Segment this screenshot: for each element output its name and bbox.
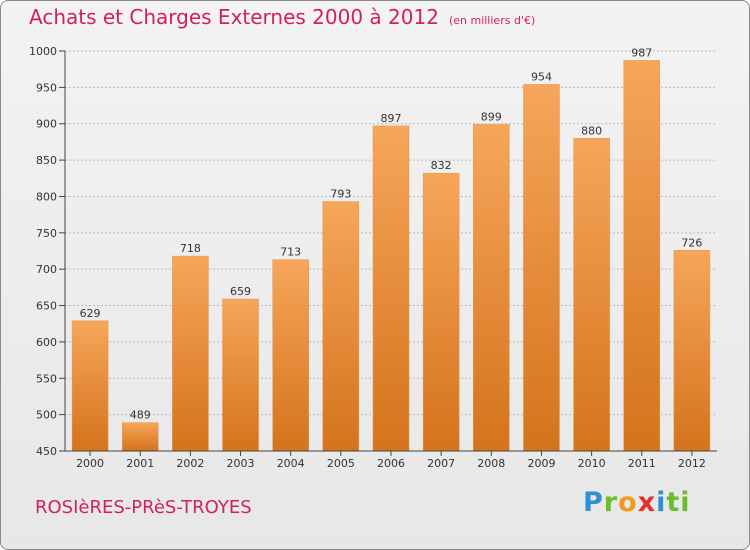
x-tick-label: 2012 <box>678 457 706 470</box>
axes: 450 500 550 600 650 700 750 800 850 900 950 1000 200… <box>29 45 717 470</box>
data-label: 899 <box>481 110 502 123</box>
chart-unit: (en milliers d'€) <box>448 14 536 27</box>
x-tick-label: 2003 <box>227 457 255 470</box>
town-name: ROSIèRES-PRèS-TROYES <box>35 497 252 518</box>
data-label: 793 <box>330 188 351 201</box>
y-tick-label: 750 <box>36 227 57 240</box>
y-tick-label: 700 <box>36 263 57 276</box>
data-label: 832 <box>431 159 452 172</box>
bar <box>623 60 661 452</box>
y-tick-label: 650 <box>36 300 57 313</box>
data-label: 718 <box>180 242 201 255</box>
data-label: 713 <box>280 246 301 259</box>
data-label: 726 <box>681 236 702 249</box>
chart-title: Achats et Charges Externes 2000 à 2012 (e… <box>29 5 535 29</box>
y-tick-label: 800 <box>36 190 57 203</box>
y-tick-label: 900 <box>36 118 57 131</box>
x-tick-label: 2011 <box>628 457 656 470</box>
x-tick-label: 2010 <box>578 457 606 470</box>
data-label: 954 <box>531 70 552 83</box>
bars: 629 489 718 659 713 793 897 832 899 954 880 987 726 <box>71 46 711 452</box>
bar <box>172 255 209 452</box>
x-tick-label: 2000 <box>76 457 104 470</box>
bar <box>71 320 109 452</box>
y-tick-label: 500 <box>36 409 57 422</box>
chart-title-text: Achats et Charges Externes 2000 à 2012 <box>29 5 439 29</box>
bar <box>673 250 711 452</box>
data-label: 897 <box>381 112 402 125</box>
bar <box>573 138 610 452</box>
x-tick-label: 2006 <box>377 457 405 470</box>
data-label: 880 <box>581 124 602 137</box>
x-tick-label: 2005 <box>327 457 355 470</box>
bar <box>422 172 460 452</box>
x-tick-label: 2008 <box>477 457 505 470</box>
data-label: 659 <box>230 285 251 298</box>
y-tick-label: 600 <box>36 336 57 349</box>
y-tick-label: 450 <box>36 445 57 458</box>
data-label: 987 <box>631 46 652 59</box>
data-label: 489 <box>130 409 151 422</box>
y-tick-label: 950 <box>36 81 57 94</box>
bar <box>523 84 560 452</box>
bar <box>272 259 309 452</box>
x-tick-label: 2002 <box>176 457 204 470</box>
bar <box>322 201 360 452</box>
y-tick-label: 1000 <box>29 45 57 58</box>
bar <box>473 124 510 452</box>
bar <box>121 422 159 452</box>
y-tick-label: 850 <box>36 154 57 167</box>
x-tick-label: 2004 <box>277 457 305 470</box>
bar <box>222 298 259 452</box>
bar <box>372 125 410 452</box>
data-label: 629 <box>80 307 101 320</box>
x-tick-label: 2009 <box>527 457 555 470</box>
x-tick-label: 2001 <box>126 457 154 470</box>
y-tick-label: 550 <box>36 372 57 385</box>
x-tick-label: 2007 <box>427 457 455 470</box>
proxiti-logo: Proxiti <box>583 487 691 518</box>
